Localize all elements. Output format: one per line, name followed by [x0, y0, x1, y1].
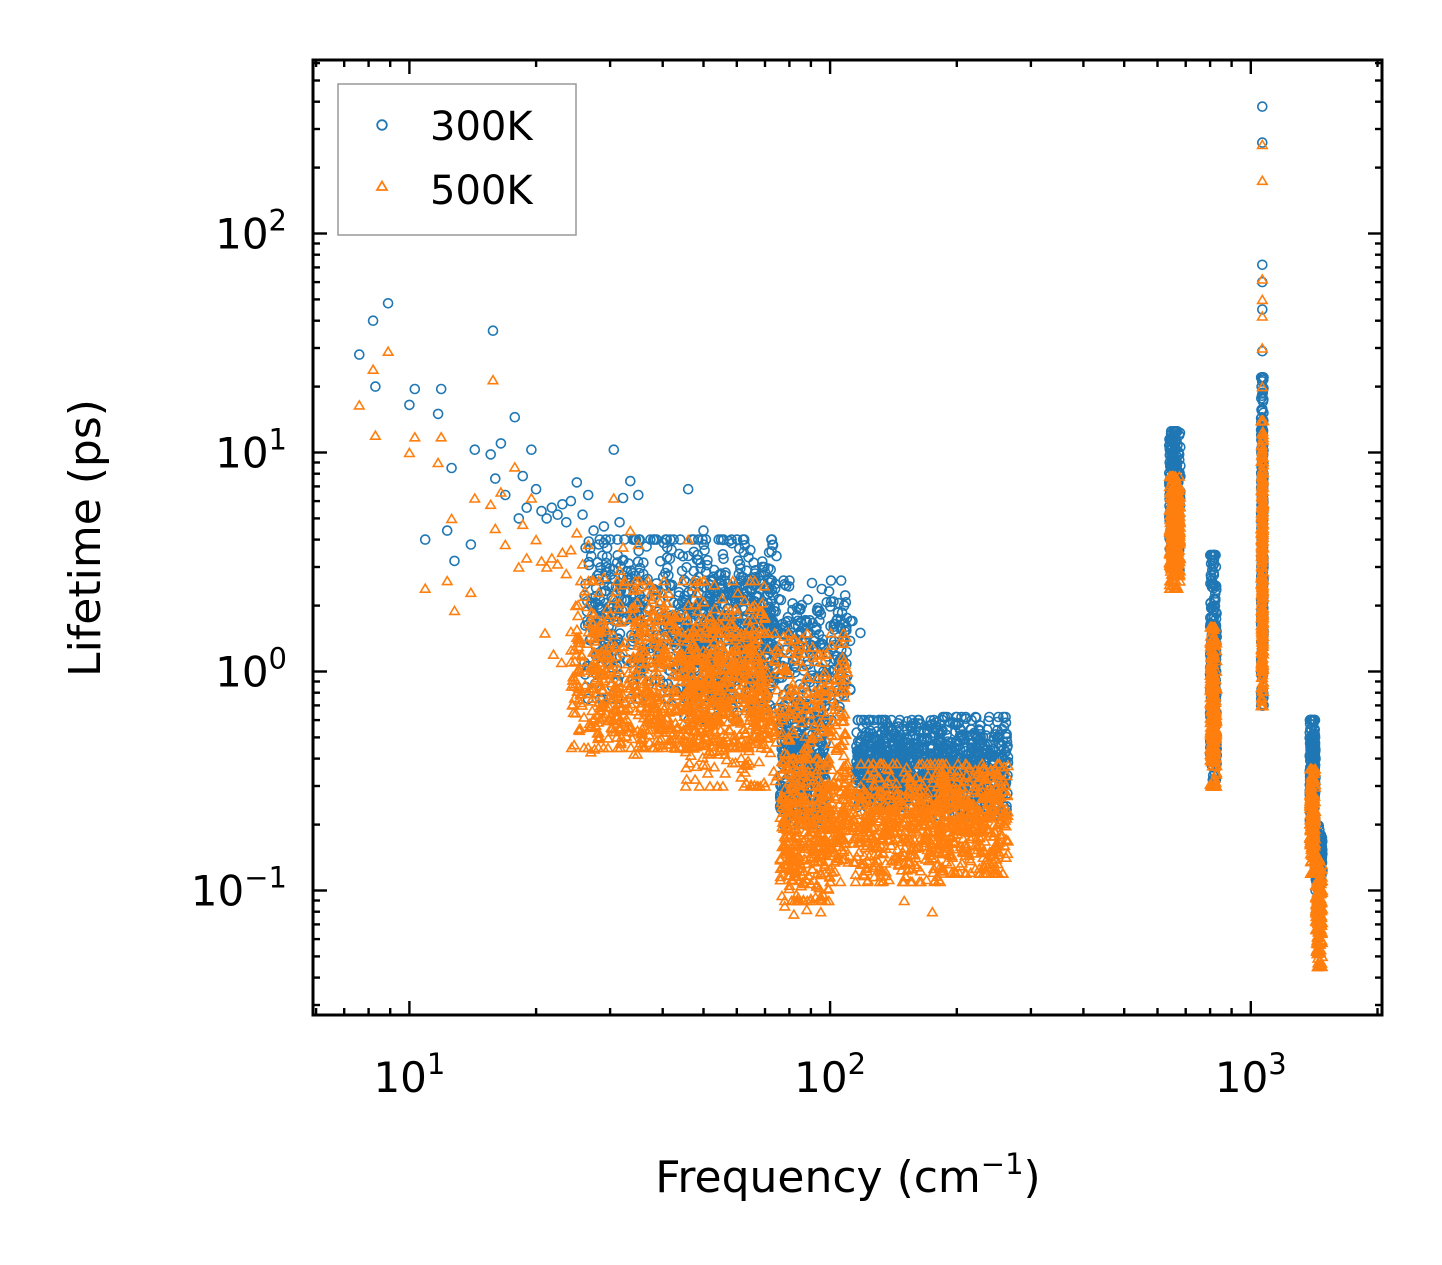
point-300k-cluster-1-47	[812, 605, 823, 617]
point-300k-cluster-0-514	[723, 535, 735, 547]
point-300k-cluster-1-398	[712, 594, 724, 606]
point-300k-cluster-1-292	[777, 618, 788, 630]
point-300k-cluster-0-641	[585, 550, 597, 562]
point-300k-cluster-3-483	[913, 726, 925, 737]
point-300k-cluster-1-24	[835, 575, 847, 586]
point-300k-cluster-1-317	[815, 609, 827, 620]
point-300k-cluster-0-621	[655, 555, 666, 567]
point-300k-cluster-1-441	[741, 585, 753, 597]
point-300k-cluster-3-463	[858, 714, 870, 726]
point-300k-cluster-0-241	[657, 571, 669, 583]
point-300k-cluster-0-584	[595, 562, 606, 573]
point-300k-cluster-0-677	[583, 536, 595, 547]
point-300k-cluster-0-610	[731, 534, 743, 545]
point-300k-cluster-0-381	[756, 556, 768, 567]
point-300k-cluster-1-164	[839, 590, 851, 601]
point-300k-cluster-0-56	[717, 548, 729, 560]
point-300k-cluster-1-337	[791, 609, 803, 621]
point-300k-cluster-0-680	[661, 534, 673, 545]
point-300k-cluster-0-303	[638, 557, 649, 569]
point-300k-cluster-0-692	[594, 601, 605, 613]
point-300k-cluster-1-455	[812, 602, 824, 614]
point-300k-cluster-0-368	[613, 634, 624, 646]
point-300k-cluster-1-155	[704, 593, 716, 604]
point-300k-cluster-0-450	[700, 566, 712, 578]
point-300k-cluster-0-460	[701, 559, 713, 571]
point-300k-cluster-1-493	[824, 601, 836, 612]
point-300k-cluster-0-431	[665, 580, 676, 592]
point-300k-cluster-0-598	[600, 585, 612, 597]
point-300k-cluster-1-218	[770, 606, 782, 617]
point-300k-cluster-0-449	[692, 534, 704, 545]
point-300k-cluster-0-23	[633, 545, 645, 557]
point-300k-cluster-1-86	[705, 589, 717, 601]
point-300k-cluster-1-192	[814, 615, 825, 627]
point-300k-cluster-0-117	[713, 569, 725, 581]
data-layer	[353, 101, 1329, 972]
point-300k-cluster-1-296	[806, 577, 818, 589]
point-300k-cluster-0-699	[699, 545, 710, 556]
point-300k-cluster-0-689	[634, 562, 646, 574]
point-300k-cluster-0-197	[662, 562, 673, 574]
point-300k-cluster-0-545	[668, 534, 680, 545]
point-300k-cluster-0-643	[745, 544, 756, 556]
point-300k-cluster-0-146	[674, 534, 686, 545]
point-300k-cluster-0-256	[702, 554, 713, 566]
point-300k-cluster-3-481	[915, 718, 927, 730]
point-300k-cluster-0-676	[623, 558, 635, 569]
point-300k-cluster-0-530	[713, 534, 725, 545]
point-300k-cluster-0-403	[738, 534, 750, 545]
point-300k-cluster-0-575	[762, 563, 774, 574]
point-300k-cluster-1-425	[791, 602, 803, 614]
point-300k-cluster-1-443	[716, 575, 727, 586]
point-300k-cluster-1-299	[736, 575, 747, 586]
point-300k-cluster-0-634	[676, 565, 688, 577]
point-300k-cluster-0-644	[594, 534, 606, 545]
point-300k-cluster-0-526	[726, 534, 737, 545]
point-300k-cluster-0-688	[743, 551, 754, 563]
point-300k-cluster-0-543	[601, 573, 612, 585]
point-300k-cluster-1-284	[751, 590, 763, 602]
point-300k-cluster-0-349	[645, 534, 656, 545]
point-300k-cluster-1-489	[790, 619, 801, 631]
point-300k-cluster-1-108	[802, 594, 814, 605]
point-300k-cluster-1-492	[780, 580, 792, 592]
point-300k-cluster-1-348	[825, 575, 837, 586]
point-300k-cluster-0-532	[677, 550, 689, 562]
point-300k-cluster-0-633	[734, 558, 746, 570]
point-300k-cluster-1-315	[793, 604, 805, 615]
point-300k-cluster-0-457	[601, 561, 612, 573]
point-300k-cluster-0-327	[766, 534, 777, 545]
point-300k-cluster-1-79	[816, 583, 828, 595]
point-300k-cluster-0-406	[612, 534, 623, 545]
point-300k-cluster-3-478	[855, 714, 867, 726]
point-300k-cluster-0-637	[735, 563, 746, 574]
point-300k-cluster-0-611	[718, 553, 729, 565]
point-300k-cluster-1-451	[807, 617, 819, 629]
point-300k-cluster-1-262	[773, 593, 785, 605]
point-300k-cluster-0-693	[627, 567, 639, 579]
point-300k-cluster-0-617	[596, 603, 608, 615]
point-300k-cluster-0-569	[763, 547, 775, 558]
point-300k-cluster-2-238	[817, 740, 829, 752]
point-300k-cluster-1-163	[823, 586, 835, 597]
point-300k-cluster-3-448	[873, 714, 885, 726]
point-300k-cluster-0-137	[633, 534, 645, 545]
